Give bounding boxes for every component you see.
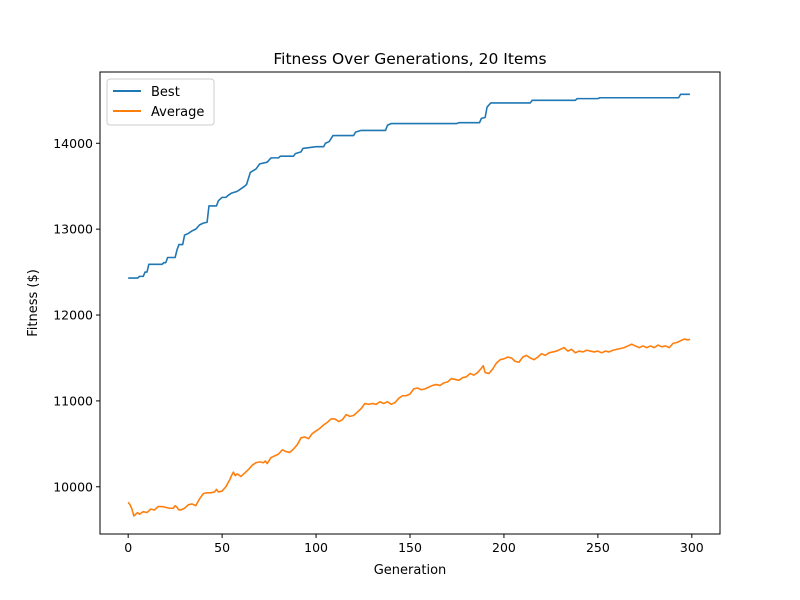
y-tick-label: 11000 — [53, 393, 93, 408]
x-tick-label: 50 — [214, 540, 230, 555]
y-tick-label: 14000 — [53, 136, 93, 151]
x-tick-label: 250 — [586, 540, 610, 555]
x-tick-label: 150 — [398, 540, 422, 555]
y-tick-label: 13000 — [53, 222, 93, 237]
legend-label-best: Best — [151, 85, 180, 100]
series-line-average — [127, 338, 691, 517]
x-axis-ticks: 0 50 100 150 200 250 300 — [124, 534, 704, 555]
y-tick-label: 10000 — [53, 479, 93, 494]
chart-title: Fitness Over Generations, 20 Items — [273, 50, 546, 68]
x-tick-label: 0 — [124, 540, 132, 555]
x-tick-label: 200 — [492, 540, 516, 555]
y-axis-label: Fitness ($) — [26, 269, 41, 337]
x-tick-label: 100 — [304, 540, 328, 555]
legend: Best Average — [106, 78, 215, 126]
x-axis-label: Generation — [374, 563, 447, 578]
y-axis-ticks: 10000 11000 12000 13000 14000 — [53, 136, 100, 494]
series-layer — [127, 93, 691, 517]
x-tick-label: 300 — [680, 540, 704, 555]
legend-label-average: Average — [151, 105, 204, 120]
y-tick-label: 12000 — [53, 308, 93, 323]
series-line-best — [128, 93, 690, 279]
